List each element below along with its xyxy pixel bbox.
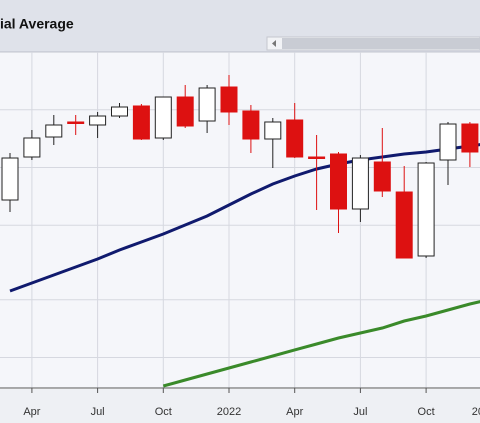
moving-average-line — [9, 143, 480, 293]
x-tick-label: Apr — [23, 406, 40, 418]
x-tick-label: 2022 — [217, 406, 241, 418]
candle-body — [132, 105, 150, 140]
x-axis-area — [0, 389, 480, 423]
candle-body — [417, 162, 435, 257]
candle-body — [439, 123, 457, 161]
candle-body — [373, 161, 391, 192]
x-tick-label: Jul — [91, 406, 105, 418]
candle-body — [89, 115, 107, 126]
moving-average-line — [162, 300, 480, 388]
x-tick-label: Oct — [155, 406, 172, 418]
candle-body — [45, 124, 63, 138]
candle-body — [220, 86, 238, 113]
x-tick-label: Oct — [418, 406, 435, 418]
candle-body — [154, 96, 172, 139]
candle-body — [242, 110, 260, 140]
scroll-arrow[interactable] — [272, 40, 276, 47]
candle-body — [286, 119, 304, 158]
x-tick-label: Jul — [353, 406, 367, 418]
candle-body — [395, 191, 413, 259]
candle-body — [176, 96, 194, 127]
candle-body — [330, 153, 347, 210]
candle-body — [198, 87, 216, 122]
candle-body — [111, 106, 128, 117]
x-tick-label: 20 — [472, 406, 480, 418]
candle-body — [308, 156, 326, 159]
candle-body — [264, 121, 282, 140]
scroll-thumb[interactable] — [282, 38, 480, 49]
candle-body — [23, 137, 41, 158]
candle-body — [1, 157, 19, 201]
x-tick-label: Apr — [286, 406, 303, 418]
candle-body — [351, 157, 369, 210]
candle-body — [67, 121, 85, 124]
candle-body — [461, 123, 479, 153]
chart-title: ial Average — [0, 16, 74, 32]
